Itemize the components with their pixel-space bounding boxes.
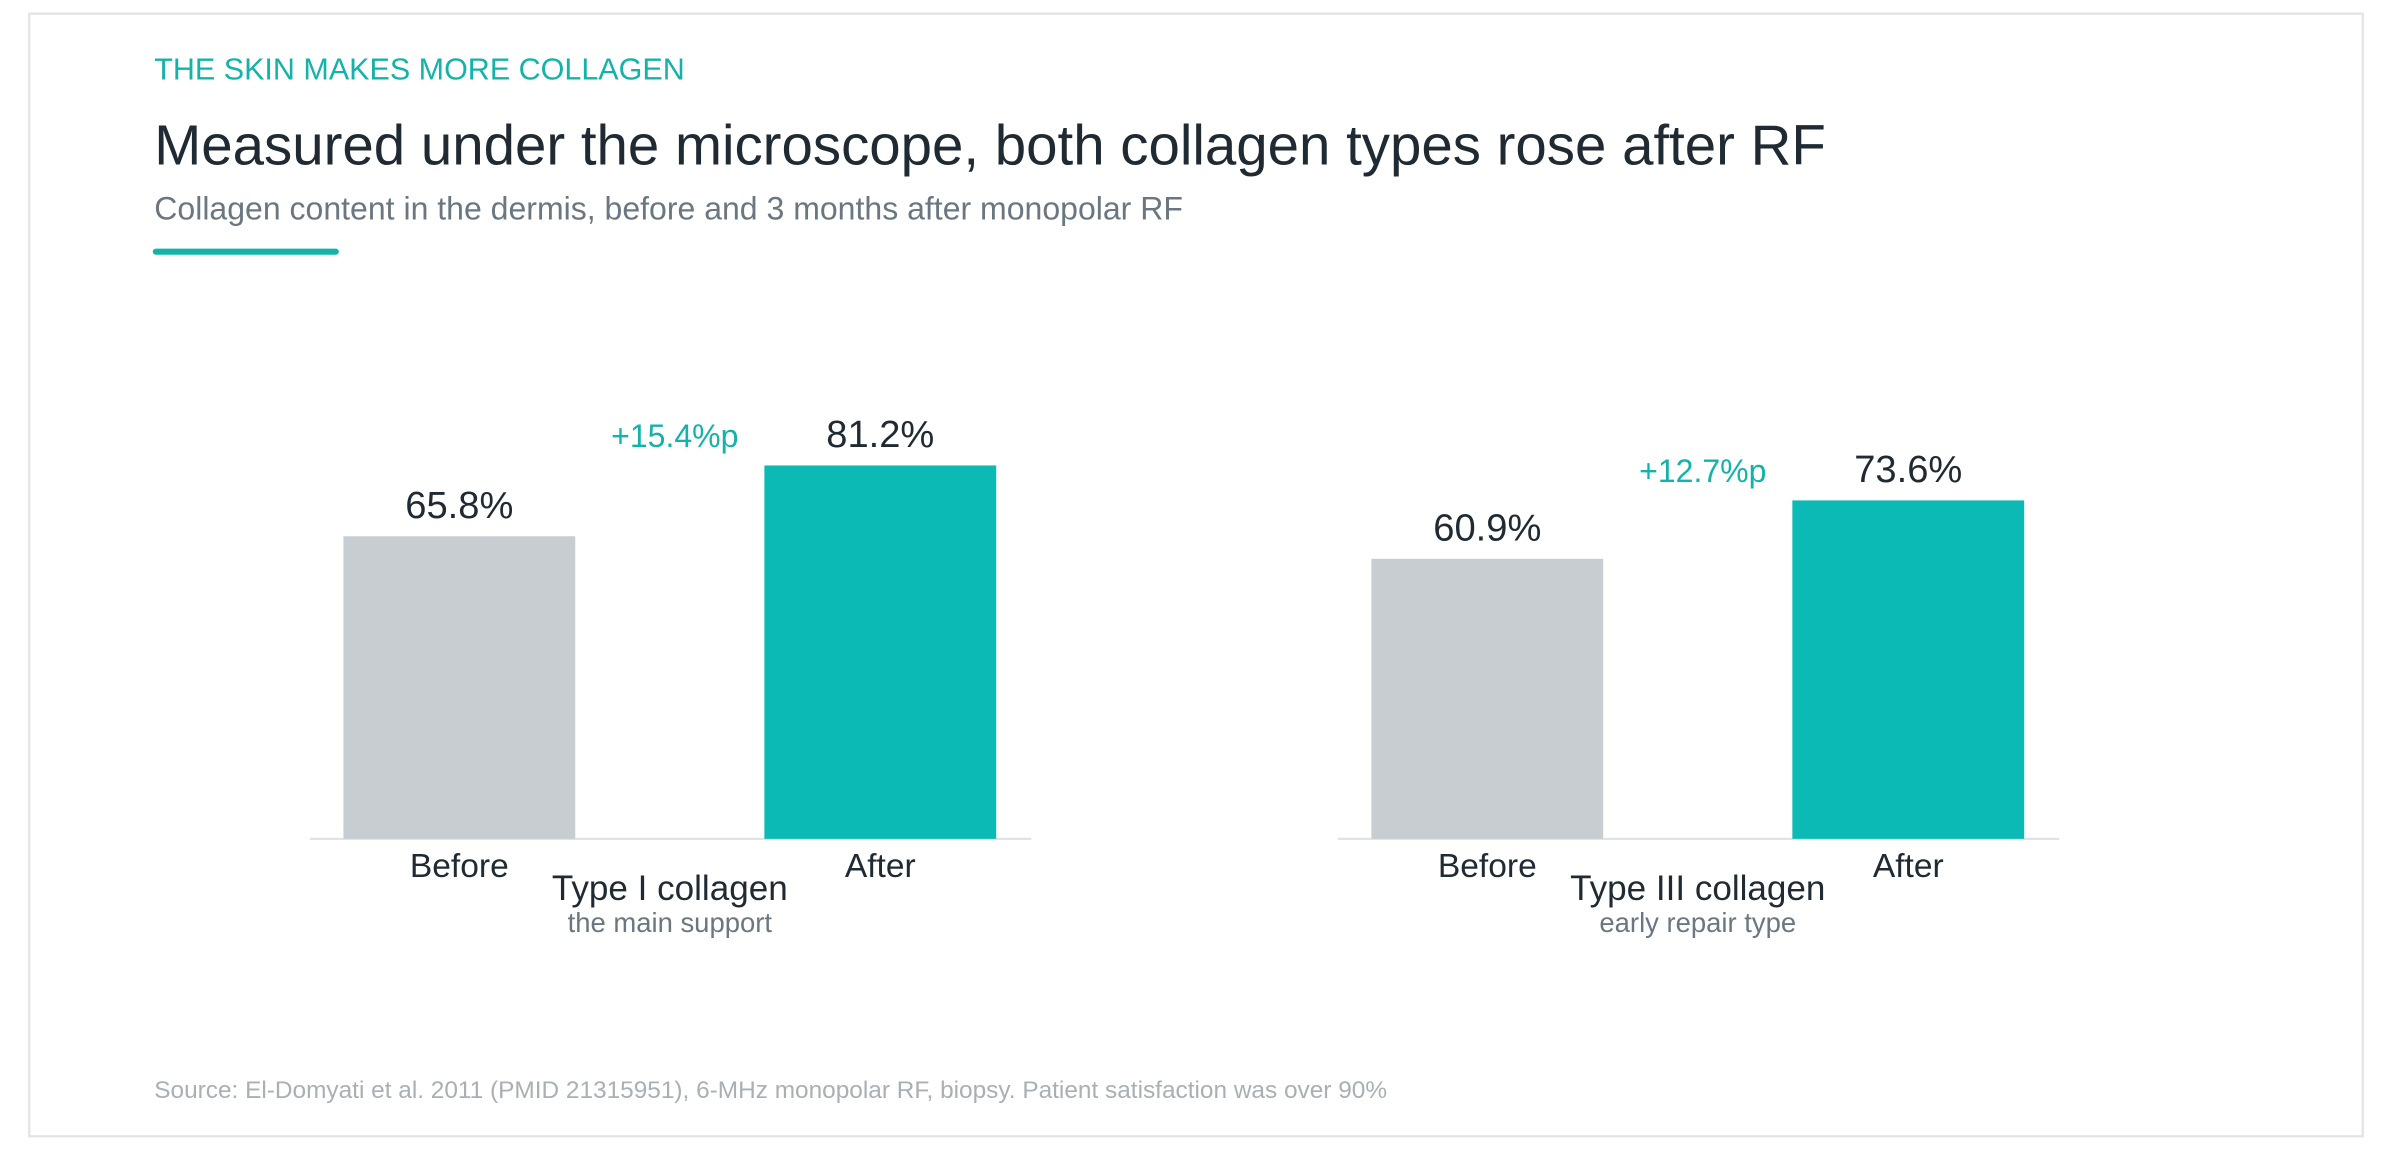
title-underline	[152, 248, 339, 255]
change-annotation: +12.7%p	[1639, 453, 1766, 489]
category-label: Before	[410, 848, 509, 885]
change-annotation: +15.4%p	[611, 418, 738, 454]
category-label: Before	[1438, 848, 1537, 885]
chart-title: Type III collagen	[1570, 869, 1825, 908]
page-title: Measured under the microscope, both coll…	[154, 114, 1826, 177]
chart-title: Type I collagen	[552, 869, 788, 908]
value-label: 60.9%	[1433, 507, 1541, 550]
category-label: After	[1873, 848, 1944, 885]
bar	[343, 536, 576, 839]
bar	[764, 465, 997, 839]
value-label: 81.2%	[826, 413, 934, 456]
page-subtitle: Collagen content in the dermis, before a…	[154, 191, 1183, 227]
kicker: THE SKIN MAKES MORE COLLAGEN	[154, 52, 684, 86]
source-note: Source: El-Domyati et al. 2011 (PMID 213…	[154, 1077, 1387, 1104]
value-label: 65.8%	[405, 484, 513, 527]
category-label: After	[845, 848, 916, 885]
value-label: 73.6%	[1854, 448, 1962, 491]
bar	[1371, 558, 1604, 839]
chart-subtitle: the main support	[568, 907, 773, 938]
bar	[1792, 500, 2025, 839]
chart-subtitle: early repair type	[1599, 907, 1796, 938]
